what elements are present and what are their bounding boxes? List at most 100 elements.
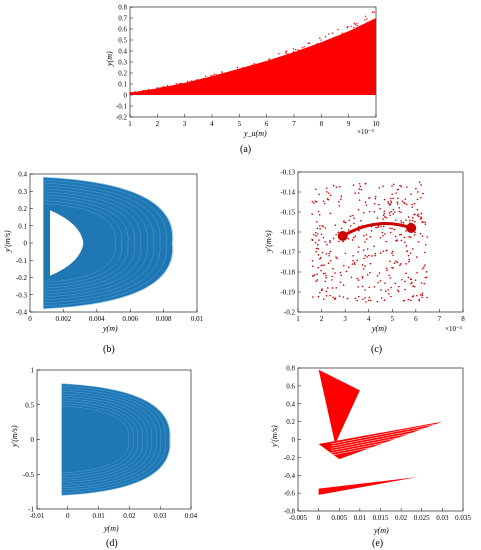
panel-c-point <box>319 258 321 260</box>
panel-a-point <box>355 33 357 36</box>
y-tick-label: -0.19 <box>280 289 295 297</box>
panel-c-point <box>409 278 412 281</box>
panel-c-point <box>356 277 359 280</box>
panel-a-point <box>297 49 300 51</box>
panel-c-point <box>318 239 320 241</box>
panel-c-point <box>340 198 342 200</box>
panel-a-point <box>255 66 258 68</box>
x-tick-label: 0 <box>28 315 32 323</box>
panel-c-point <box>379 252 382 254</box>
panel-c-point <box>312 202 315 204</box>
panel-a-point <box>129 92 132 94</box>
panel-c-point <box>367 299 370 302</box>
panel-a-point <box>335 39 337 41</box>
panel-a-point <box>220 74 223 76</box>
panel-a-point <box>278 52 280 55</box>
panel-c-x-ticks: 1 2 3 4 5 6 7 8 <box>296 309 465 323</box>
panel-c-point <box>404 288 406 291</box>
panel-c-point <box>368 210 371 213</box>
panel-c-point <box>426 276 428 279</box>
panel-a-point <box>147 88 150 91</box>
y-tick-label: -0.3 <box>16 291 28 299</box>
panel-c-point <box>366 248 369 250</box>
panel-e-stripe <box>330 426 435 447</box>
panel-c-point <box>367 254 370 257</box>
panel-c-point <box>384 290 387 292</box>
panel-c-point <box>379 207 381 210</box>
panel-c-point <box>317 254 320 256</box>
panel-c-point <box>412 295 415 297</box>
panel-c-point <box>338 185 341 188</box>
y-tick-label: 0.2 <box>286 418 295 426</box>
panel-c-point <box>362 249 365 251</box>
panel-a-point <box>176 84 178 87</box>
x-tick-label: 5 <box>391 315 395 323</box>
panel-a-point <box>356 24 358 27</box>
panel-d-orbit-line <box>61 383 171 496</box>
panel-a-point <box>347 31 349 33</box>
y-tick-label: 0.4 <box>286 400 295 408</box>
panel-a-point <box>189 81 191 83</box>
panel-b-orbit-line <box>43 179 167 307</box>
panel-a-point <box>217 76 219 78</box>
panel-a-point <box>241 67 244 69</box>
panel-c-point <box>326 287 329 289</box>
panel-c-point <box>399 264 401 266</box>
x-tick-label: 6 <box>414 315 418 323</box>
panel-c-point <box>396 188 399 191</box>
panel-d-orbit-line <box>61 388 162 491</box>
panel-c-point <box>378 187 381 189</box>
panel-b-orbit-line <box>43 200 122 286</box>
panel-c-point <box>357 279 360 281</box>
panel-c-point <box>391 193 393 196</box>
panel-c-point <box>422 221 424 223</box>
panel-a-point <box>371 11 374 14</box>
panel-b-orbit-line <box>43 182 161 304</box>
panel-a-point <box>346 26 348 29</box>
panel-c-point <box>373 211 376 213</box>
panel-c-point <box>392 267 394 269</box>
panel-c-point <box>389 260 391 263</box>
panel-c-point <box>398 207 401 209</box>
y-tick-label: 0.5 <box>25 401 34 409</box>
panel-a-point <box>204 75 207 78</box>
panel-c-point <box>321 289 323 292</box>
panel-b-orbit-line <box>43 176 174 310</box>
y-tick-label: -0.4 <box>16 309 28 317</box>
panel-c-point <box>324 241 327 243</box>
panel-c-point <box>338 240 340 243</box>
panel-c-point <box>392 197 394 200</box>
panel-c-point <box>382 234 384 237</box>
panel-c-point <box>335 256 337 259</box>
panel-c-point <box>384 215 386 218</box>
y-tick-label: -0.2 <box>284 454 296 462</box>
panel-c-xlabel: y(m) <box>371 324 387 333</box>
panel-c-point <box>368 197 370 199</box>
panel-c-point <box>398 210 401 213</box>
panel-a-point <box>353 22 356 25</box>
panel-a-point <box>134 91 136 93</box>
panel-c-point <box>392 208 395 211</box>
panel-c-point <box>376 300 379 303</box>
x-tick-label: 0.01 <box>354 514 367 522</box>
x-tick-label: -0.01 <box>30 512 45 520</box>
panel-c-point <box>329 250 332 253</box>
panel-c-point <box>342 296 345 298</box>
panel-b-orbit-line <box>43 197 129 289</box>
panel-a-x-ticks: 1 2 3 4 5 6 7 8 9 10 <box>128 114 380 128</box>
x-tick-label: 0 <box>317 514 321 522</box>
panel-a-point <box>231 73 233 75</box>
panel-c-point <box>314 241 317 244</box>
panel-c-point <box>370 299 372 302</box>
panel-c-point <box>373 286 376 288</box>
panel-a-point <box>311 46 314 48</box>
panel-c-point <box>325 290 328 293</box>
panel-d-orbit-line <box>61 390 157 489</box>
panel-c-point <box>311 200 314 203</box>
panel-c-point <box>424 276 427 279</box>
panel-c-point <box>374 197 377 200</box>
y-tick-label: -0.16 <box>280 229 295 237</box>
panel-c-point <box>390 286 392 289</box>
x-tick-label: 9 <box>347 120 351 128</box>
panel-c-point <box>412 285 414 287</box>
